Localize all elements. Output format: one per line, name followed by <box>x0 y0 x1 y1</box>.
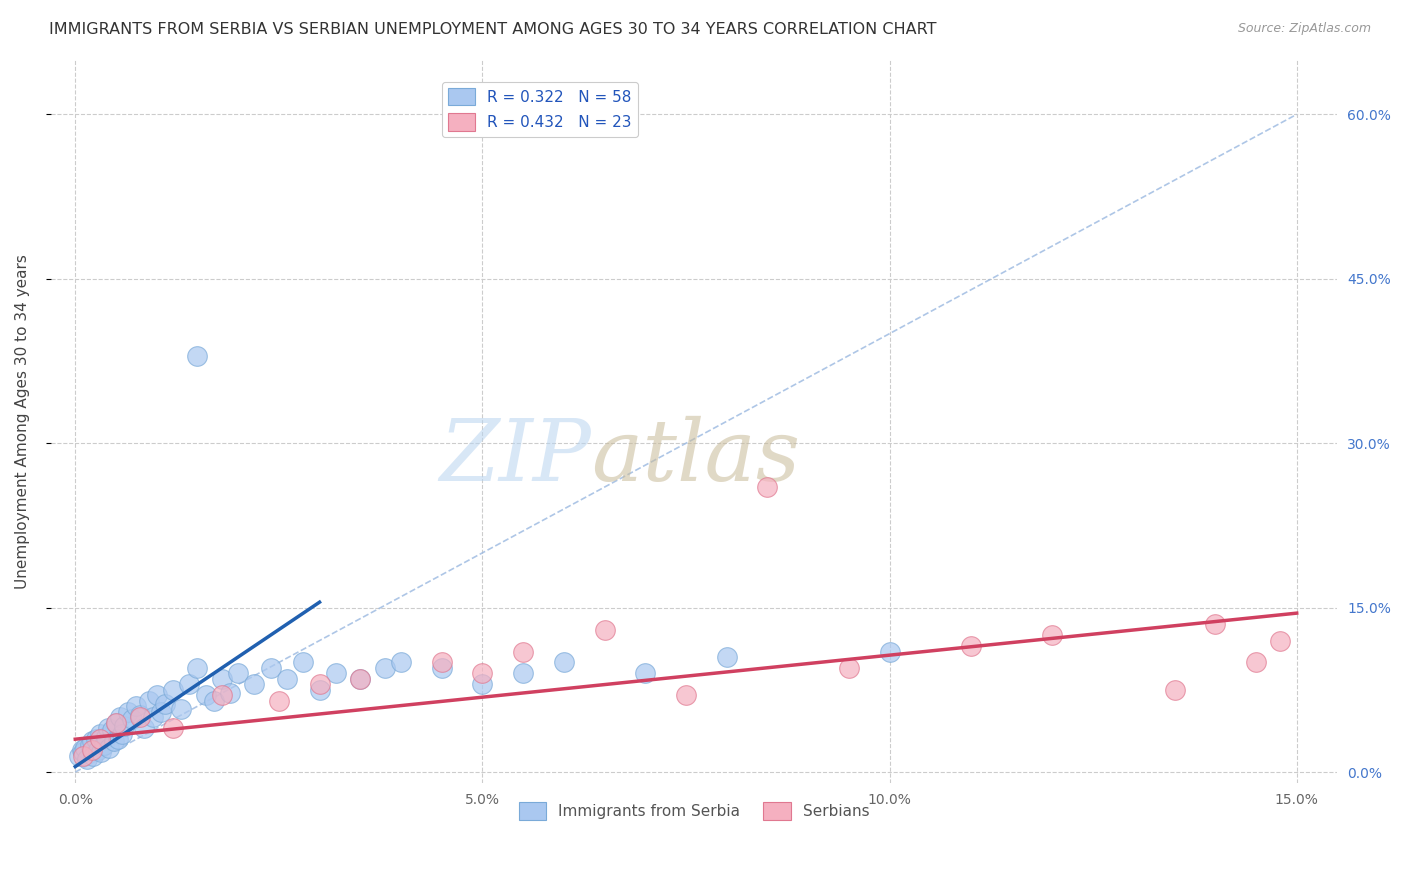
Point <box>145 689 167 703</box>
Point <box>67 748 90 763</box>
Point <box>80 734 103 748</box>
Point <box>129 710 152 724</box>
Point <box>89 732 111 747</box>
Point <box>76 752 98 766</box>
Point <box>292 656 315 670</box>
Y-axis label: Unemployment Among Ages 30 to 34 years: Unemployment Among Ages 30 to 34 years <box>15 254 30 589</box>
Point <box>97 721 120 735</box>
Point <box>89 727 111 741</box>
Point <box>84 732 107 747</box>
Point <box>276 672 298 686</box>
Point <box>838 661 860 675</box>
Point <box>80 743 103 757</box>
Point <box>349 672 371 686</box>
Point <box>186 661 208 675</box>
Point <box>107 732 129 747</box>
Point <box>90 745 112 759</box>
Point <box>1204 617 1226 632</box>
Point <box>149 705 172 719</box>
Point <box>72 748 94 763</box>
Point <box>170 701 193 715</box>
Point <box>260 661 283 675</box>
Point <box>211 689 233 703</box>
Point <box>111 727 134 741</box>
Point <box>756 480 779 494</box>
Point <box>93 738 115 752</box>
Point <box>79 738 101 752</box>
Point <box>243 677 266 691</box>
Point <box>267 694 290 708</box>
Point <box>211 672 233 686</box>
Point <box>153 697 176 711</box>
Legend: Immigrants from Serbia, Serbians: Immigrants from Serbia, Serbians <box>513 797 876 826</box>
Point <box>96 730 118 744</box>
Point <box>117 705 139 719</box>
Text: IMMIGRANTS FROM SERBIA VS SERBIAN UNEMPLOYMENT AMONG AGES 30 TO 34 YEARS CORRELA: IMMIGRANTS FROM SERBIA VS SERBIAN UNEMPL… <box>49 22 936 37</box>
Point <box>70 743 93 757</box>
Point <box>226 666 249 681</box>
Point <box>960 639 983 653</box>
Point <box>634 666 657 681</box>
Point <box>1042 628 1064 642</box>
Point <box>430 656 453 670</box>
Point <box>512 644 534 658</box>
Point <box>82 748 104 763</box>
Point <box>325 666 347 681</box>
Point <box>430 661 453 675</box>
Point <box>104 715 127 730</box>
Point <box>142 710 165 724</box>
Point <box>73 741 96 756</box>
Point <box>162 721 184 735</box>
Point <box>593 623 616 637</box>
Point <box>134 721 156 735</box>
Text: ZIP: ZIP <box>439 417 591 499</box>
Text: Source: ZipAtlas.com: Source: ZipAtlas.com <box>1237 22 1371 36</box>
Point <box>104 715 127 730</box>
Point <box>308 682 330 697</box>
Point <box>374 661 396 675</box>
Point <box>112 719 135 733</box>
Point <box>138 694 160 708</box>
Point <box>471 666 494 681</box>
Point <box>101 723 124 738</box>
Point <box>219 686 242 700</box>
Point <box>349 672 371 686</box>
Point <box>512 666 534 681</box>
Point <box>162 682 184 697</box>
Point <box>1163 682 1185 697</box>
Text: atlas: atlas <box>591 417 800 499</box>
Point <box>553 656 575 670</box>
Point <box>389 656 412 670</box>
Point <box>121 713 143 727</box>
Point <box>1244 656 1267 670</box>
Point <box>675 689 697 703</box>
Point <box>1270 633 1292 648</box>
Point <box>202 694 225 708</box>
Point <box>72 745 94 759</box>
Point <box>716 650 738 665</box>
Point <box>108 710 131 724</box>
Point <box>87 743 110 757</box>
Point <box>98 741 121 756</box>
Point <box>879 644 901 658</box>
Point <box>308 677 330 691</box>
Point <box>179 677 201 691</box>
Point <box>103 734 125 748</box>
Point <box>194 689 217 703</box>
Point <box>129 708 152 723</box>
Point <box>471 677 494 691</box>
Point <box>186 349 208 363</box>
Point <box>125 699 148 714</box>
